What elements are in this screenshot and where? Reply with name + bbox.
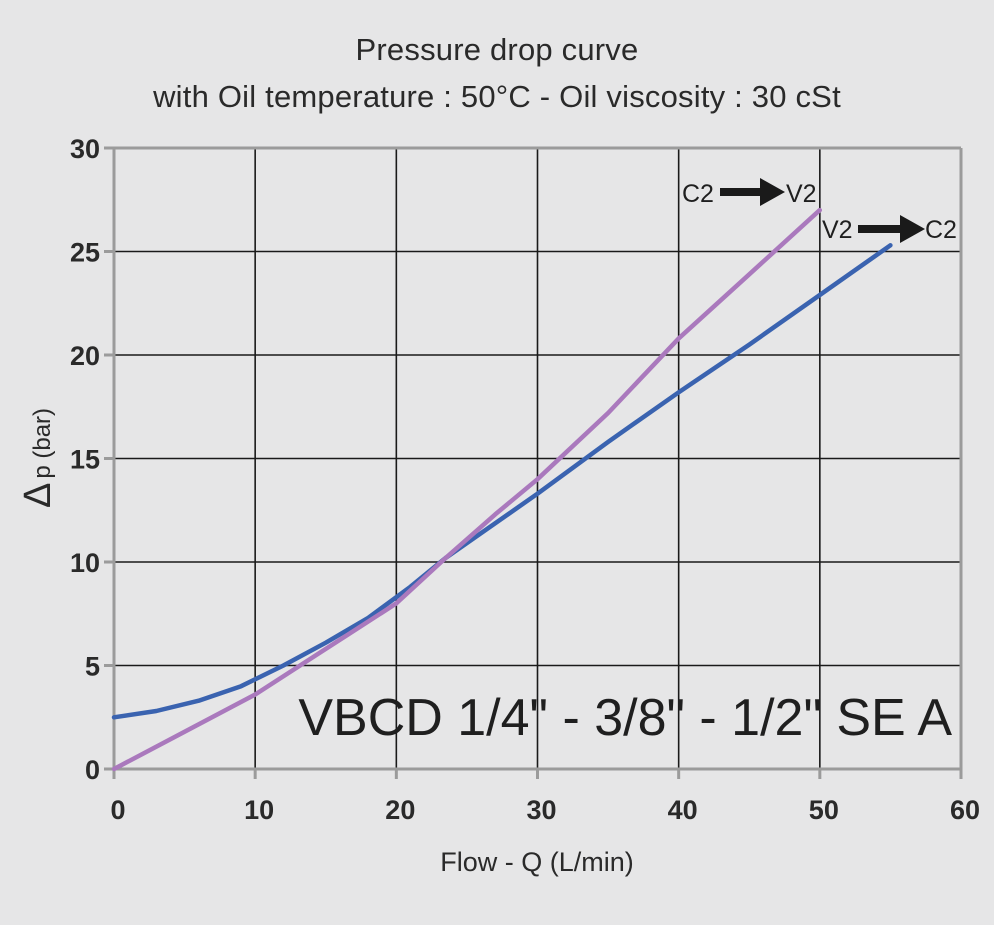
series-label-c2-v2: C2 V2 [682,178,817,208]
y-tick-label: 25 [70,238,100,268]
arrow-right-icon [720,178,785,206]
x-tick-label: 0 [110,795,125,825]
series-label-v2-c2: V2 C2 [822,215,957,244]
x-tick-label: 60 [950,795,980,825]
x-axis-label: Flow - Q (L/min) [440,847,634,877]
series-label-to: C2 [925,216,957,244]
y-axis-label-text: p (bar) [29,408,56,479]
series-label-from: C2 [682,180,714,208]
series-line-0 [111,243,893,720]
series-label-from: V2 [822,216,853,244]
chart-title: Pressure drop curve [355,32,639,67]
series-group [111,207,893,772]
y-tick-label: 15 [70,445,100,475]
x-tick-label: 40 [668,795,698,825]
arrow-right-icon [858,215,925,243]
x-tick-label: 20 [385,795,415,825]
y-tick-label: 10 [70,548,100,578]
chart-subtitle: with Oil temperature : 50°C - Oil viscos… [153,79,841,114]
y-tick-label: 30 [70,134,100,164]
y-axis-label-symbol: Δ [17,483,59,508]
model-annotation: VBCD 1/4" - 3/8" - 1/2" SE A [298,689,952,747]
y-tick-label: 0 [85,755,100,785]
y-axis-label: Δp (bar) [17,408,59,508]
y-tick-label: 20 [70,341,100,371]
x-tick-label: 50 [809,795,839,825]
x-tick-label: 30 [526,795,556,825]
series-line-1 [111,207,823,772]
x-tick-label: 10 [244,795,274,825]
series-label-to: V2 [786,180,817,208]
svg-text:Δp (bar): Δp (bar) [17,408,59,508]
y-tick-label: 5 [85,652,100,682]
